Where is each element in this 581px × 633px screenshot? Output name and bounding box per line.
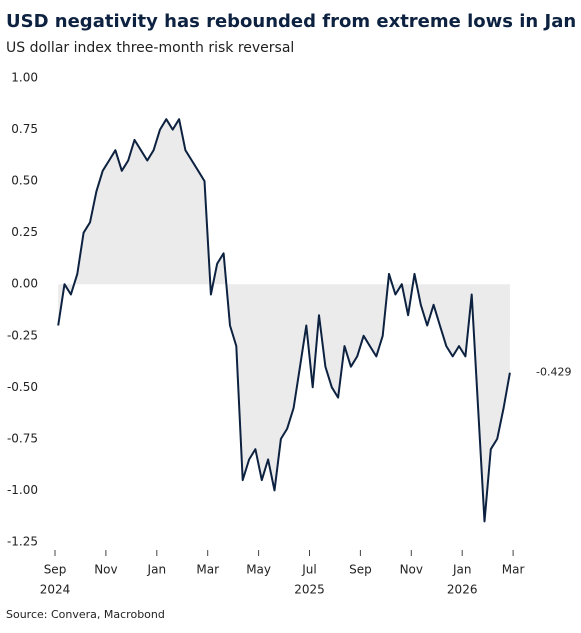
y-tick-label: -1.25 [7, 535, 38, 549]
year-label: 2025 [294, 583, 325, 597]
y-tick-label: -1.00 [7, 483, 38, 497]
chart-subtitle: US dollar index three-month risk reversa… [6, 40, 294, 56]
x-tick-label: Jul [301, 563, 316, 577]
y-tick-label: 0.50 [11, 174, 38, 188]
y-tick-label: -0.25 [7, 328, 38, 342]
source: Source: Convera, Macrobond [6, 608, 165, 621]
x-tick-label: May [246, 563, 271, 577]
x-tick-label: Mar [196, 563, 219, 577]
x-tick-label: Sep [349, 563, 372, 577]
area-fill [58, 119, 510, 522]
x-tick-label: Sep [44, 563, 67, 577]
x-tick-label: Nov [400, 563, 423, 577]
line [57, 118, 511, 523]
year-label: 2024 [40, 583, 71, 597]
y-tick-label: 0.25 [11, 225, 38, 239]
last-value-label: -0.429 [536, 366, 571, 379]
x-tick-label: Jan [147, 563, 167, 577]
y-tick-label: -0.50 [7, 380, 38, 394]
x-tick-label: Jan [452, 563, 472, 577]
y-tick-label: 0.00 [11, 277, 38, 291]
year-label: 2026 [447, 583, 478, 597]
y-tick-label: -0.75 [7, 431, 38, 445]
y-tick-label: 0.75 [11, 122, 38, 136]
x-tick-label: Nov [94, 563, 117, 577]
chart-title: USD negativity has rebounded from extrem… [6, 11, 576, 32]
y-tick-label: 1.00 [11, 71, 38, 85]
x-tick-label: Mar [502, 563, 525, 577]
